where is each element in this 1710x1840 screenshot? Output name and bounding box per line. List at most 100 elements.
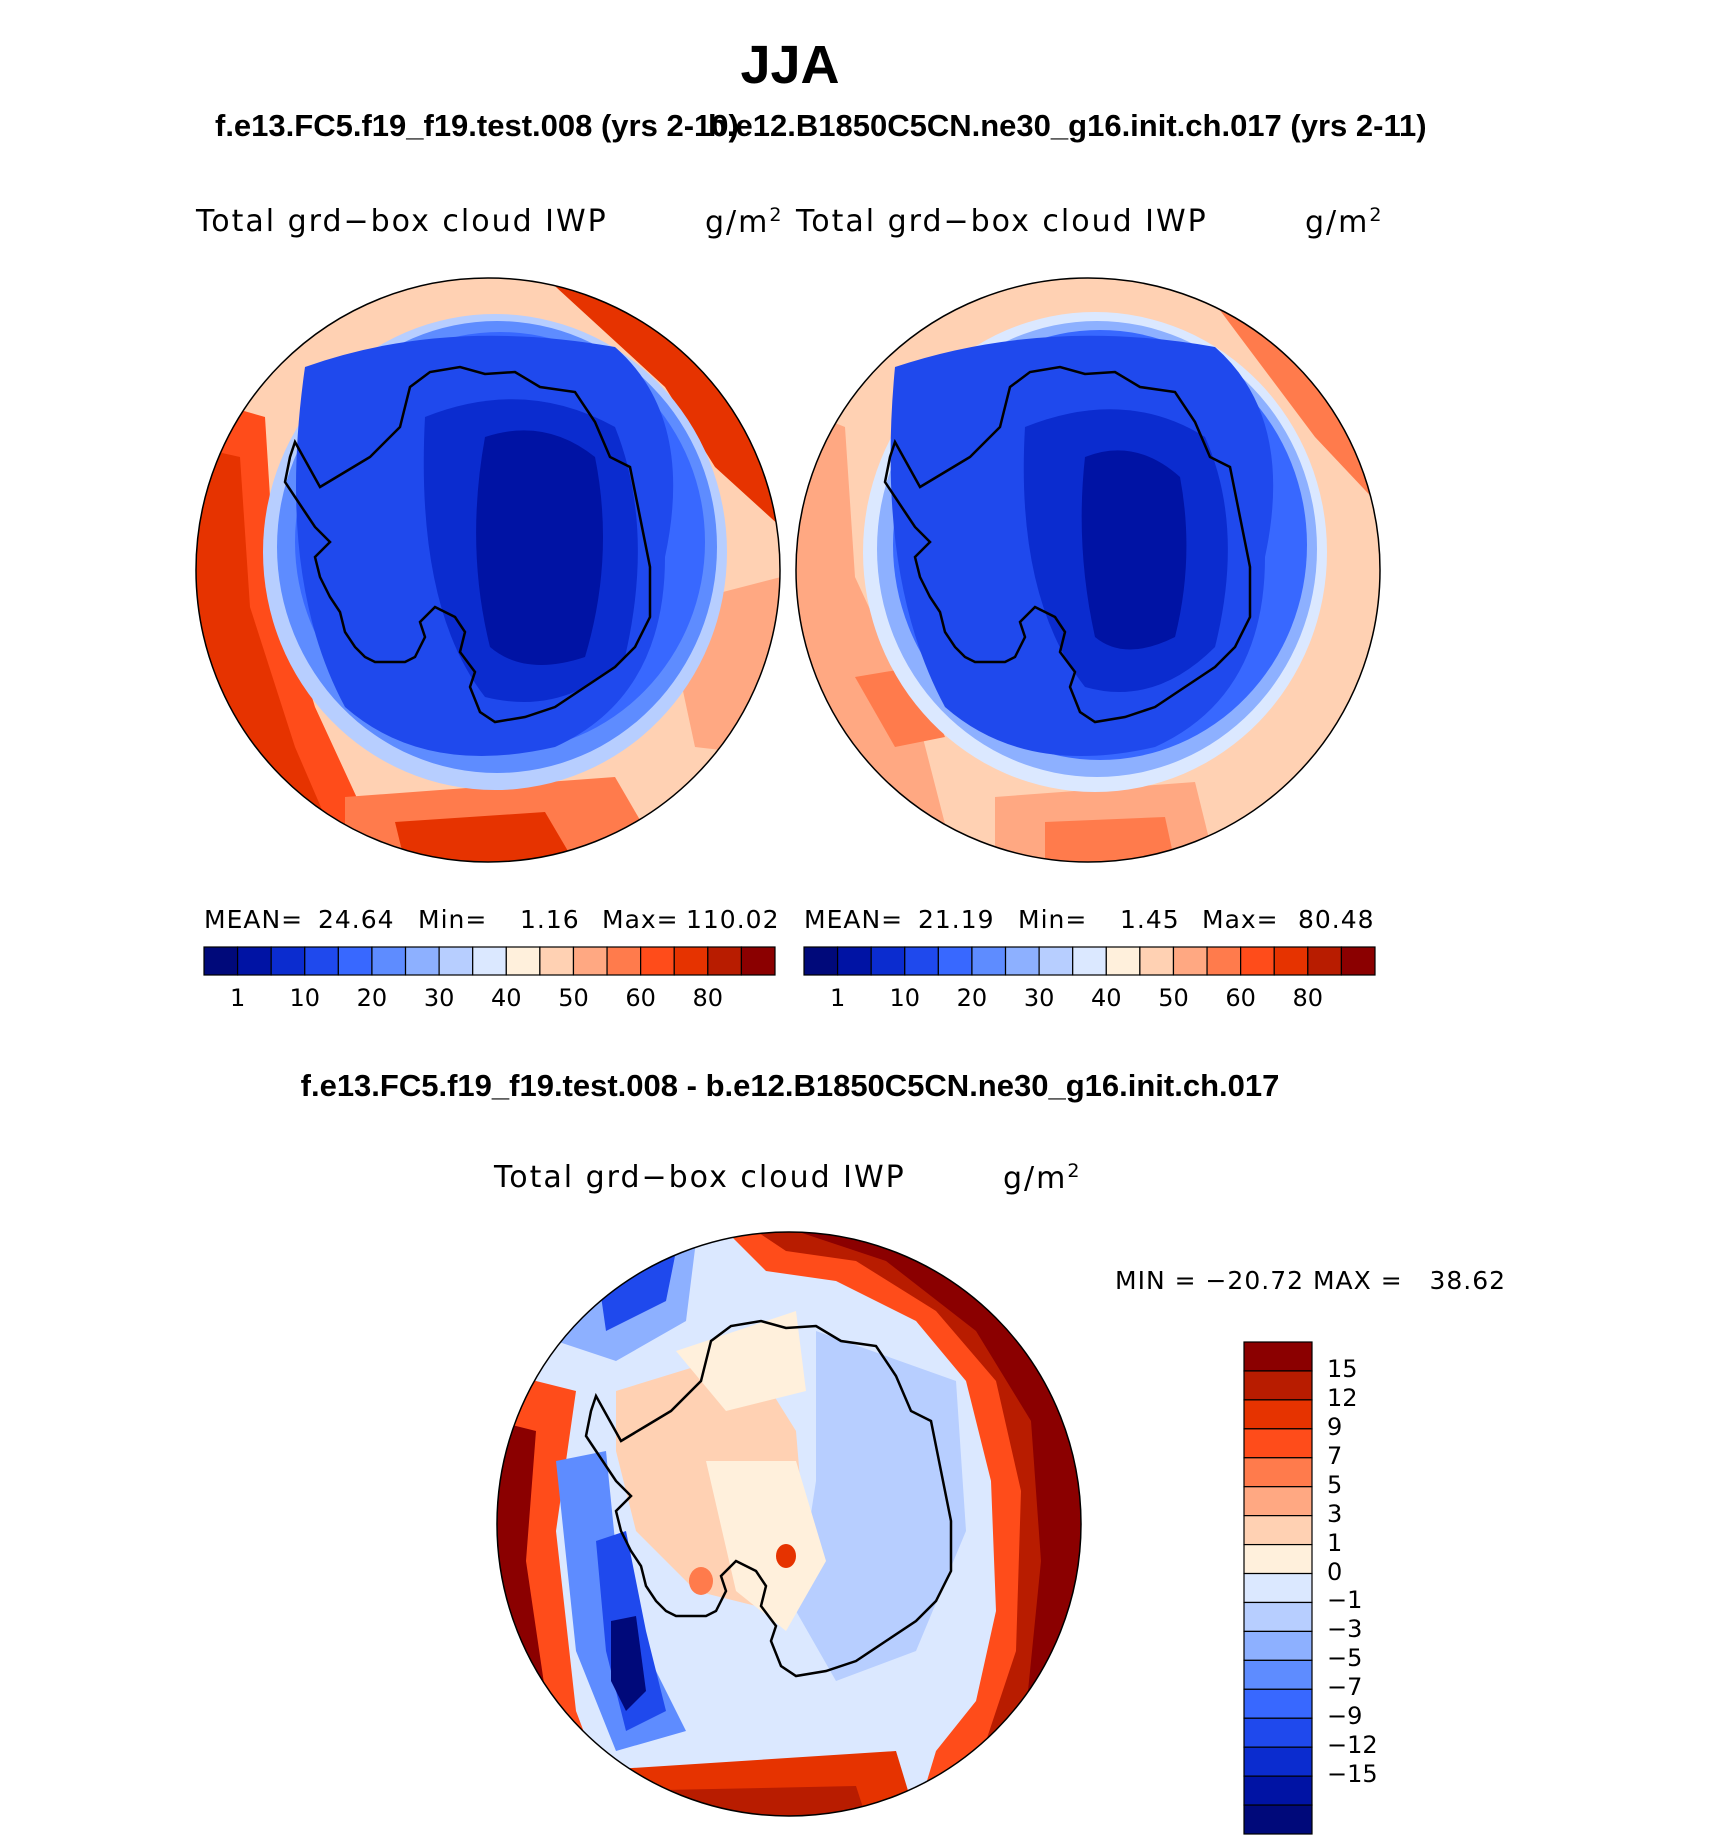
colorbar-swatch — [203, 946, 239, 976]
colorbar-swatch — [371, 946, 407, 976]
colorbar-swatch — [236, 946, 272, 976]
colorbar-swatch — [707, 946, 743, 976]
panel-right-mean: 21.19 — [918, 905, 995, 934]
panel-right-mean-label: MEAN= — [804, 905, 904, 934]
colorbar-swatch — [1243, 1746, 1313, 1777]
colorbar-tick-label: 1 — [829, 984, 846, 1012]
colorbar-tick-label: −15 — [1327, 1760, 1378, 1789]
difference-title: f.e13.FC5.f19_f19.test.008 - b.e12.B1850… — [300, 1068, 1280, 1103]
panel-right-units: g/m2 — [1305, 204, 1384, 240]
colorbar-tick-label: 80 — [1292, 984, 1324, 1012]
colorbar-swatch — [1172, 946, 1208, 976]
panel-left-units: g/m2 — [705, 204, 784, 240]
colorbar-swatch — [1240, 946, 1275, 976]
colorbar-tick-label: 9 — [1327, 1412, 1343, 1441]
colorbar-tick-label: −12 — [1327, 1731, 1378, 1760]
colorbar-swatch — [1243, 1457, 1313, 1488]
panel-right-min: 1.45 — [1120, 905, 1180, 934]
colorbar-tick-label: 50 — [558, 984, 589, 1012]
colorbar-tick-label: 40 — [1091, 984, 1122, 1012]
panel-right-max: 80.48 — [1298, 905, 1375, 934]
panel-left-max: 110.02 — [686, 905, 780, 934]
colorbar-swatch — [1105, 946, 1141, 976]
colorbar-swatch — [937, 946, 973, 976]
colorbar-swatch — [1243, 1688, 1313, 1719]
colorbar-swatch — [640, 946, 675, 976]
colorbar-swatch — [1139, 946, 1175, 976]
colorbar-tick-label: 40 — [491, 984, 522, 1012]
colorbar-tick-label: −9 — [1327, 1702, 1363, 1731]
panel-left-field-label: Total grd−box cloud IWP — [196, 204, 608, 239]
colorbar-tick-label: 10 — [889, 984, 921, 1012]
panel-left-mean: 24.64 — [318, 905, 395, 934]
colorbar-swatch — [1038, 946, 1074, 976]
colorbar-swatch — [1243, 1486, 1313, 1517]
colorbar-tick-label: 0 — [1327, 1557, 1343, 1586]
colorbar-swatch — [971, 946, 1007, 976]
panel-right-field-label: Total grd−box cloud IWP — [796, 204, 1208, 239]
colorbar-left — [203, 946, 776, 976]
colorbar-swatch — [404, 946, 440, 976]
colorbar-swatch — [1243, 1572, 1313, 1604]
panel-left-min: 1.16 — [520, 905, 580, 934]
panel-left-mean-label: MEAN= — [204, 905, 304, 934]
colorbar-tick-label: 20 — [356, 984, 388, 1012]
colorbar-swatch — [1243, 1601, 1313, 1633]
colorbar-tick-label: 1 — [229, 984, 246, 1012]
colorbar-tick-label: 60 — [1225, 984, 1256, 1012]
colorbar-tick-label: 7 — [1327, 1441, 1343, 1470]
colorbar-swatch — [472, 946, 507, 976]
colorbar-swatch — [1243, 1543, 1313, 1575]
colorbar-swatch — [572, 946, 608, 976]
colorbar-right — [803, 946, 1376, 976]
colorbar-swatch — [539, 946, 575, 976]
colorbar-tick-label: 50 — [1158, 984, 1189, 1012]
case-title-left: f.e13.FC5.f19_f19.test.008 (yrs 2-10) — [215, 108, 739, 143]
colorbar-tick-label: 30 — [1023, 984, 1055, 1012]
colorbar-swatch — [1243, 1341, 1313, 1372]
colorbar-swatch — [304, 946, 339, 976]
colorbar-swatch — [1243, 1659, 1313, 1690]
colorbar-swatch — [438, 946, 474, 976]
colorbar-tick-label: 1 — [1327, 1528, 1343, 1557]
panel-left-min-label: Min= — [418, 905, 488, 934]
colorbar-swatch — [1243, 1428, 1313, 1459]
colorbar-tick-label: −3 — [1327, 1615, 1363, 1644]
colorbar-swatch — [870, 946, 906, 976]
colorbar-swatch — [1243, 1515, 1313, 1546]
colorbar-swatch — [904, 946, 939, 976]
colorbar-swatch — [1206, 946, 1242, 976]
colorbar-tick-label: 10 — [289, 984, 321, 1012]
colorbar-swatch — [270, 946, 306, 976]
difference-units: g/m2 — [1003, 1160, 1082, 1196]
map-right — [795, 277, 1381, 863]
panel-right-min-label: Min= — [1018, 905, 1088, 934]
colorbar-tick-label: 12 — [1327, 1383, 1358, 1412]
page-title: JJA — [740, 35, 840, 95]
colorbar-swatch — [1243, 1370, 1313, 1401]
colorbar-difference — [1243, 1341, 1313, 1835]
colorbar-tick-label: 20 — [956, 984, 988, 1012]
colorbar-swatch — [836, 946, 872, 976]
colorbar-tick-label: 15 — [1327, 1354, 1358, 1383]
difference-minmax: MIN = −20.72 MAX = 38.62 — [1115, 1266, 1507, 1295]
colorbar-swatch — [1243, 1399, 1313, 1430]
colorbar-swatch — [1243, 1775, 1313, 1806]
colorbar-swatch — [1072, 946, 1107, 976]
colorbar-tick-label: 30 — [423, 984, 455, 1012]
colorbar-tick-label: 60 — [625, 984, 656, 1012]
colorbar-tick-label: 5 — [1327, 1470, 1343, 1499]
difference-field-label: Total grd−box cloud IWP — [494, 1160, 906, 1195]
colorbar-tick-label: 80 — [692, 984, 724, 1012]
colorbar-swatch — [1243, 1804, 1313, 1835]
panel-left-max-label: Max= — [602, 905, 679, 934]
colorbar-tick-label: 3 — [1327, 1499, 1343, 1528]
colorbar-swatch — [1243, 1630, 1313, 1661]
colorbar-swatch — [673, 946, 709, 976]
colorbar-swatch — [505, 946, 541, 976]
map-difference — [496, 1231, 1082, 1817]
map-left — [195, 277, 781, 863]
panel-right-max-label: Max= — [1202, 905, 1279, 934]
colorbar-swatch — [337, 946, 373, 976]
colorbar-swatch — [803, 946, 839, 976]
